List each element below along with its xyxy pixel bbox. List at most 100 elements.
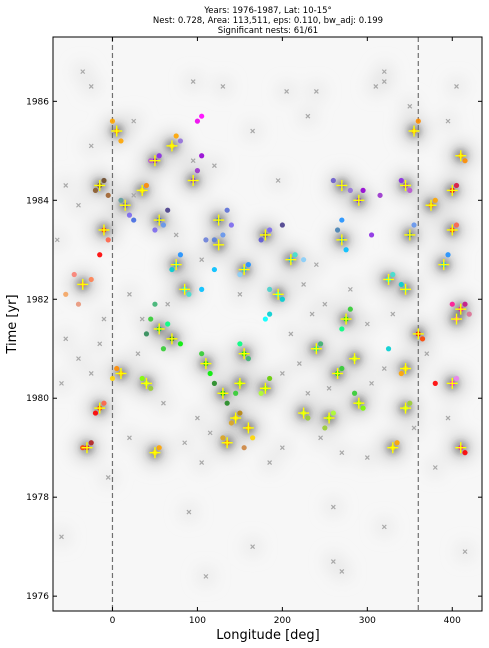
cluster-point (118, 197, 124, 203)
y-axis: 1976 1978 1980 1982 1984 1986 (26, 97, 482, 602)
noise-point (339, 568, 345, 574)
nest-center (187, 175, 199, 186)
noise-point (63, 183, 69, 188)
nest-center (310, 343, 322, 355)
noise-point (237, 291, 243, 297)
noise-point (220, 84, 226, 89)
cluster-point (211, 237, 218, 243)
noise-point (381, 79, 387, 84)
nest-center (149, 447, 161, 459)
cluster-point (199, 153, 205, 159)
nest-center (387, 442, 399, 454)
cluster-point (466, 311, 472, 317)
nest-center (340, 313, 352, 325)
nest-center (455, 442, 467, 454)
x-axis-label: Longitude [deg] (216, 628, 319, 643)
cluster-point (317, 341, 324, 347)
cluster-point (347, 187, 353, 193)
cluster-point (462, 301, 468, 307)
cluster-point (199, 351, 205, 357)
nest-center (400, 283, 412, 295)
cluster-point (351, 390, 358, 396)
cluster-point (390, 271, 396, 278)
noise-point (194, 415, 200, 421)
cluster-point (462, 450, 468, 456)
nest-center (455, 303, 467, 315)
nest-center (404, 229, 416, 241)
noise-point (139, 316, 145, 322)
nest-center (221, 437, 233, 449)
centers-layer (77, 125, 467, 459)
cluster-point (360, 405, 366, 411)
chart-title: Years: 1976-1987, Lat: 10-15° Nest: 0.72… (153, 6, 383, 36)
noise-point (301, 281, 307, 287)
noise-point (296, 361, 302, 367)
noise-point (275, 178, 281, 183)
cluster-point (199, 113, 205, 119)
cluster-point (385, 346, 392, 352)
noise-point (424, 351, 430, 357)
nest-center (353, 397, 365, 409)
cluster-point (148, 385, 154, 391)
cluster-point (411, 222, 417, 228)
cluster-point (63, 291, 69, 297)
noise-point (279, 445, 285, 451)
noise-point (135, 351, 141, 357)
nest-center (217, 387, 229, 399)
x-axis: 0 100 200 300 400 (110, 37, 461, 626)
y-tick-label: 1984 (26, 196, 49, 206)
noise-point (54, 237, 60, 243)
cluster-point (398, 370, 404, 377)
cluster-point (199, 286, 205, 292)
cluster-point (131, 217, 137, 223)
nest-center (446, 377, 458, 389)
nest-center (332, 367, 344, 379)
cluster-point (75, 301, 82, 307)
nest-center (259, 229, 271, 241)
cluster-point (160, 346, 167, 352)
nest-center (234, 377, 246, 389)
cluster-point (245, 262, 251, 268)
noise-point (445, 415, 451, 421)
cluster-point (165, 207, 171, 213)
title-line-2: Nest: 0.728, Area: 113,511, eps: 0.110, … (153, 16, 383, 26)
noise-point (199, 460, 205, 465)
nest-center (336, 234, 348, 246)
cluster-point (339, 365, 345, 372)
cluster-point (148, 316, 154, 322)
nest-center (408, 125, 420, 137)
nest-center (298, 407, 310, 419)
nest-center (272, 288, 284, 300)
nest-center (400, 363, 412, 375)
nest-center (438, 259, 450, 271)
nest-center (179, 283, 191, 295)
cluster-point (267, 375, 273, 382)
nest-center (170, 259, 182, 271)
y-axis-label: Time [yr] (5, 294, 20, 354)
cluster-point (237, 341, 243, 347)
cluster-point (105, 192, 111, 198)
cluster-point (97, 252, 103, 258)
cluster-point (368, 232, 375, 238)
cluster-point (398, 177, 404, 184)
noise-point (313, 262, 319, 268)
nest-center (349, 353, 361, 365)
cluster-point (250, 435, 256, 441)
cluster-point (228, 420, 234, 426)
cluster-point (415, 118, 421, 124)
nest-center (136, 184, 148, 196)
cluster-point (398, 281, 404, 288)
noise-point (131, 118, 137, 124)
cluster-point (407, 400, 413, 406)
noise-point (63, 336, 69, 342)
x-tick-label: 400 (444, 616, 461, 626)
cluster-point (156, 153, 162, 159)
nest-center (77, 278, 89, 290)
cluster-point (449, 301, 455, 307)
noise-point (207, 430, 213, 436)
cluster-point (453, 222, 460, 228)
cluster-point (156, 445, 162, 451)
cluster-point (241, 445, 247, 451)
cluster-point (224, 207, 230, 213)
